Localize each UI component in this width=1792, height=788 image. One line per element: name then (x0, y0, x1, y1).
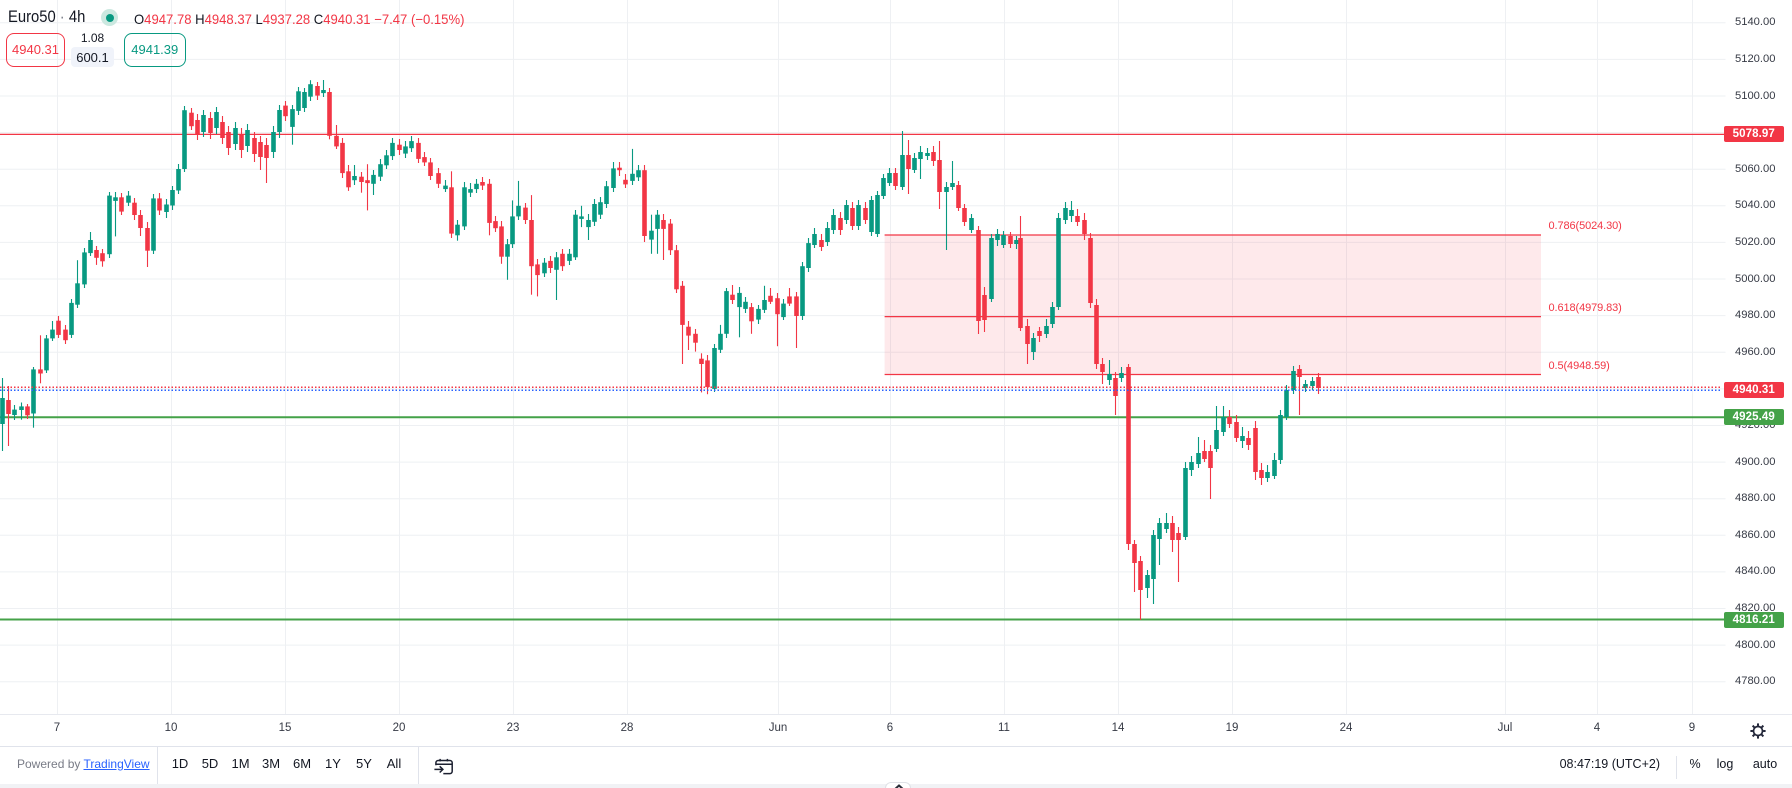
svg-text:0.5(4948.59): 0.5(4948.59) (1549, 360, 1610, 372)
svg-text:0.618(4979.83): 0.618(4979.83) (1549, 302, 1622, 314)
svg-text:0.786(5024.30): 0.786(5024.30) (1549, 220, 1622, 232)
